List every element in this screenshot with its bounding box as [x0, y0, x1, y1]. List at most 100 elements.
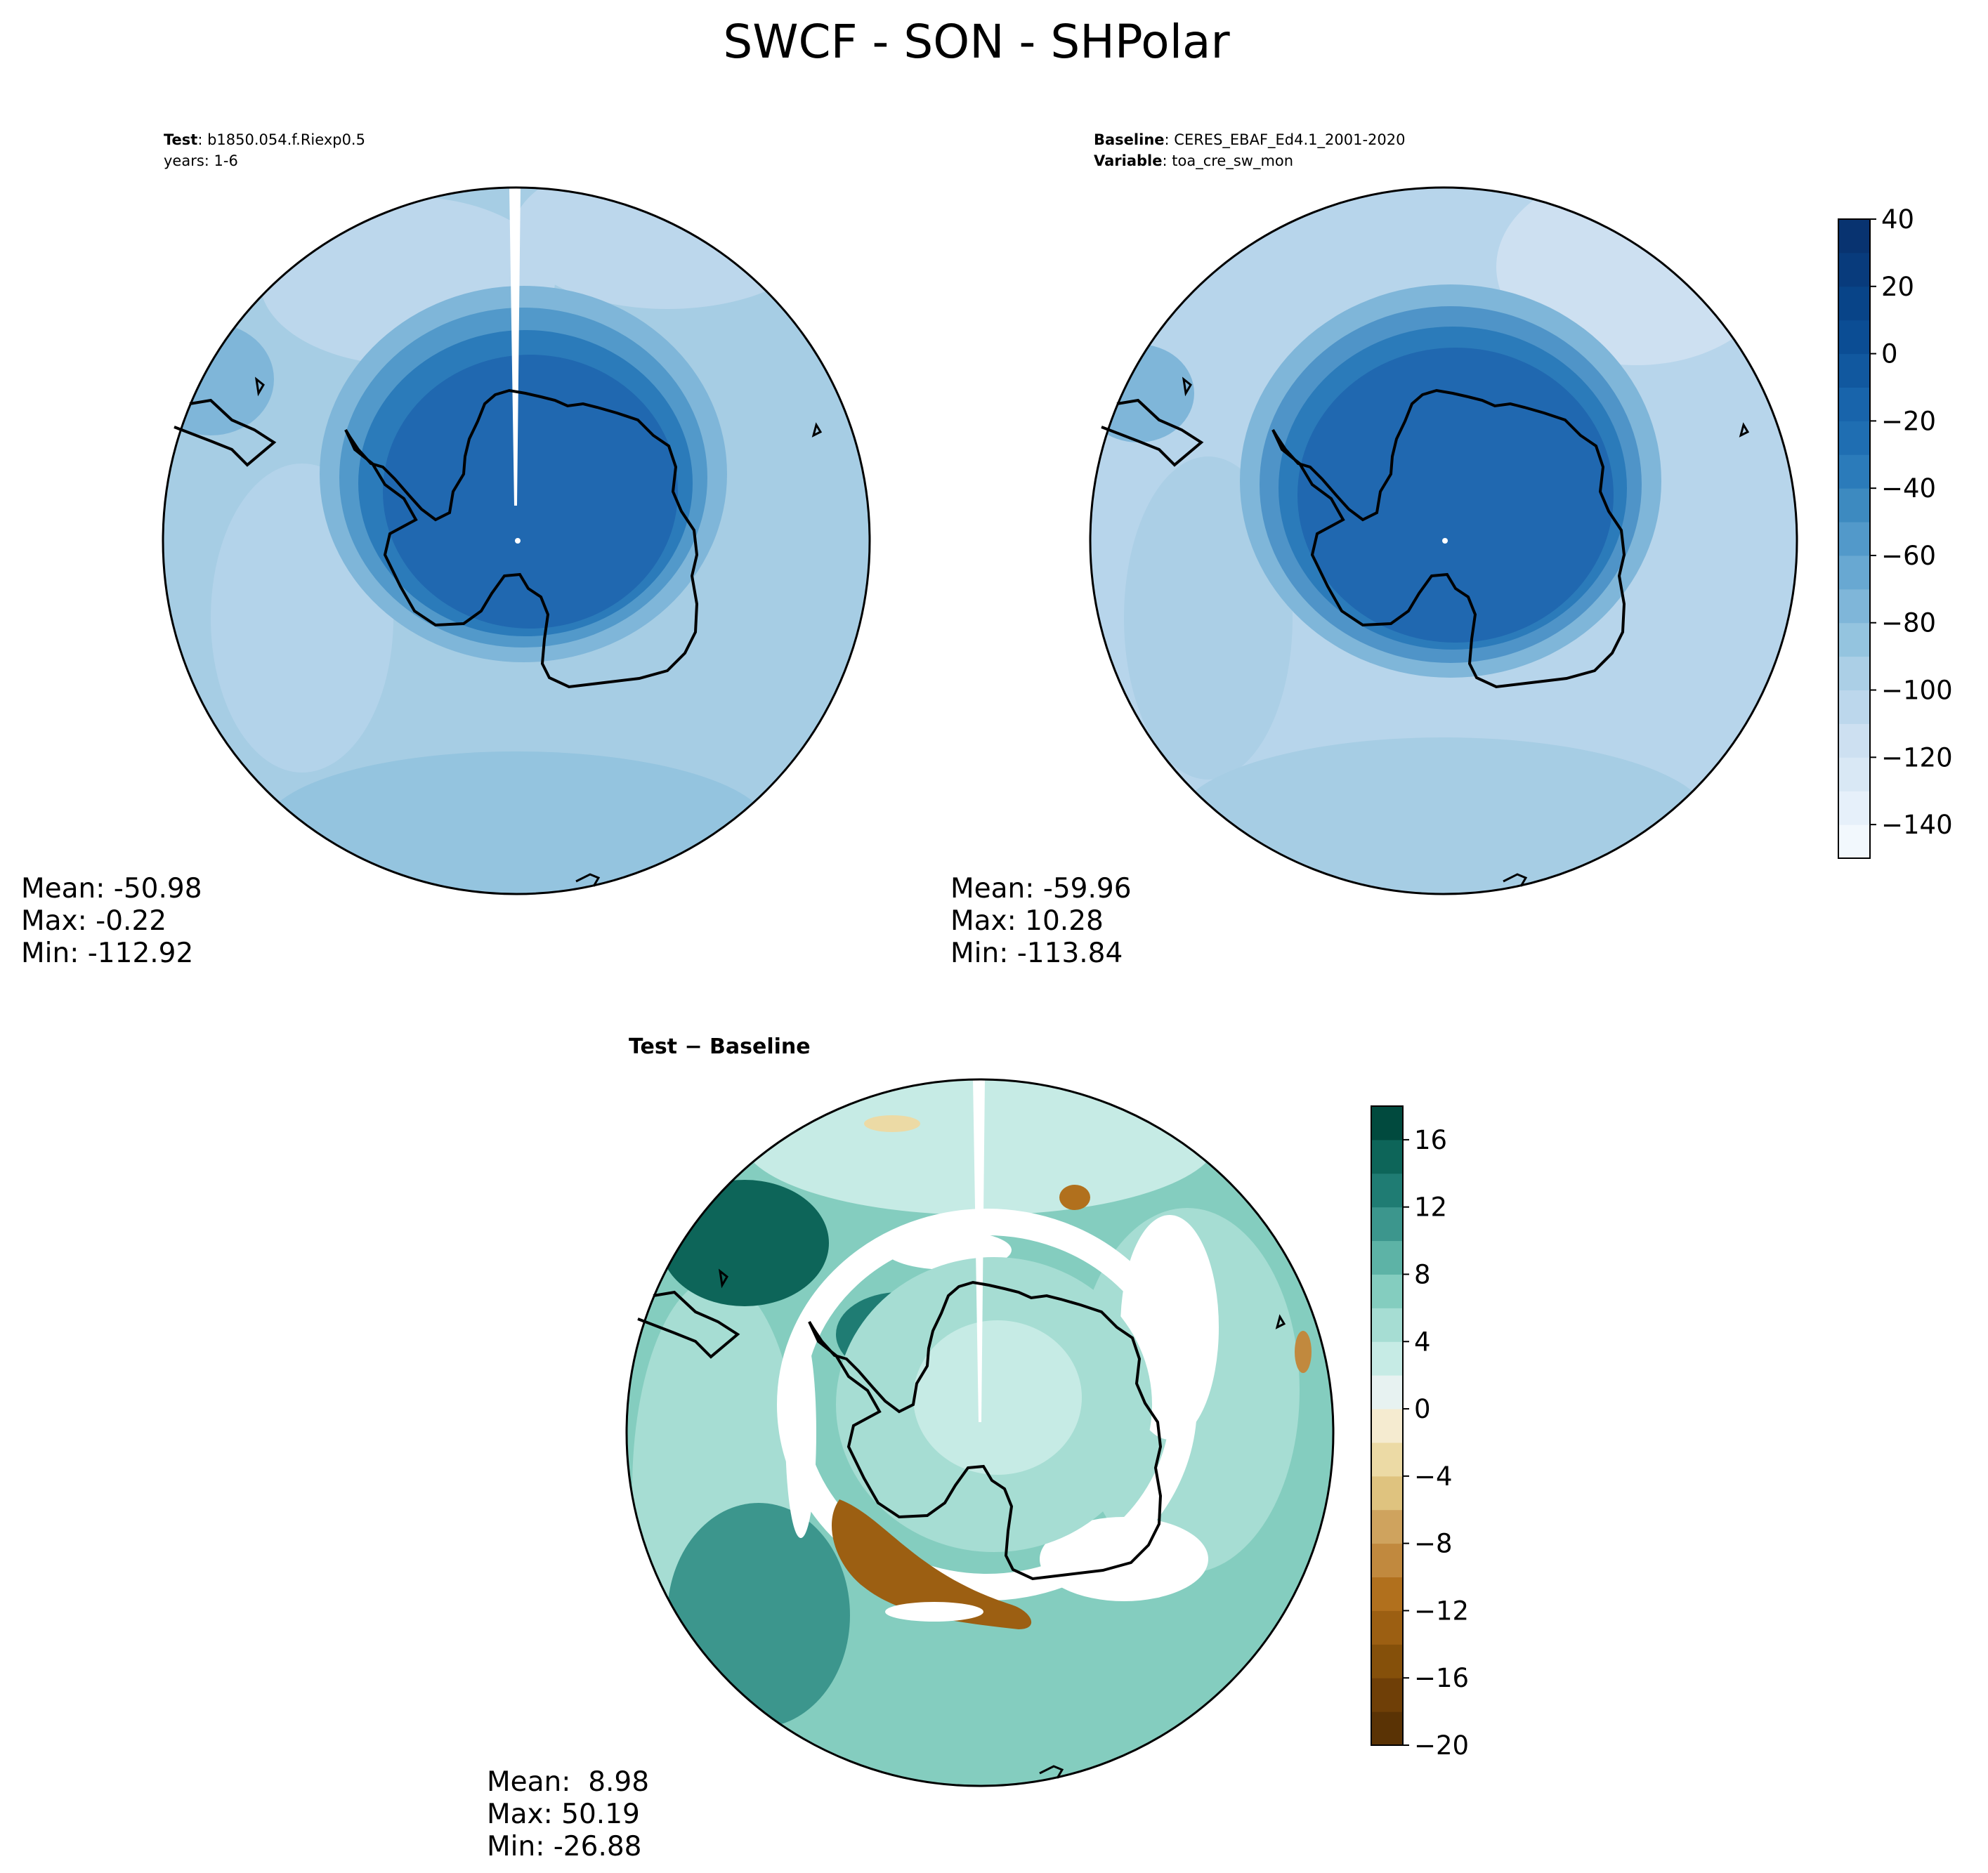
- colorbar-diff-segment: [1371, 1610, 1403, 1645]
- colorbar-main-tick-label: −120: [1881, 742, 1953, 773]
- colorbar-main-tick-label: −20: [1881, 406, 1936, 436]
- colorbar-main-segment: [1838, 757, 1870, 791]
- test-years: years: 1-6: [164, 152, 238, 169]
- diff-dark-patch: [667, 1503, 850, 1728]
- baseline-south-america-outline: [1101, 398, 1204, 467]
- test-missing-data-wedge: [509, 188, 521, 506]
- colorbar-main-tick-label: 0: [1881, 339, 1898, 369]
- colorbar-main-segment: [1838, 723, 1870, 758]
- colorbar-main-segment: [1838, 656, 1870, 691]
- colorbar-main-segment: [1838, 252, 1870, 287]
- colorbar-main-segment: [1838, 589, 1870, 624]
- test-stat-min: Min: -112.92: [21, 938, 193, 969]
- diff-missing-data-wedge: [973, 1079, 985, 1422]
- test-darker-band: [263, 751, 769, 894]
- diff-negative-band: [831, 1499, 1032, 1629]
- colorbar-main-segment: [1838, 690, 1870, 724]
- colorbar-main-tick-label: −140: [1881, 810, 1953, 840]
- colorbar-main-segment: [1838, 353, 1870, 388]
- colorbar-diff-segment: [1371, 1577, 1403, 1611]
- diff-map: [625, 1078, 1335, 1787]
- colorbar-main-segment: [1838, 622, 1870, 657]
- test-light-region: [513, 188, 822, 309]
- colorbar-main-segment: [1838, 488, 1870, 523]
- colorbar-diff-tick-label: −12: [1414, 1596, 1469, 1626]
- baseline-antarctica-outline: [1271, 388, 1626, 689]
- colorbar-diff-tick-label: −8: [1414, 1529, 1453, 1559]
- test-stats: Mean: -50.98 Max: -0.22 Min: -112.92: [21, 873, 202, 969]
- diff-negative-patch: [1059, 1185, 1090, 1210]
- colorbar-diff-segment: [1371, 1139, 1403, 1174]
- diff-stat-max: Max: 50.19: [487, 1799, 640, 1830]
- colorbar-main-tick-label: 40: [1881, 204, 1914, 235]
- diff-title: Test − Baseline: [629, 1034, 811, 1059]
- test-case-name: b1850.054.f.Riexp0.5: [207, 131, 365, 148]
- colorbar-diff-tick-label: 0: [1414, 1394, 1431, 1424]
- baseline-pole-marker: [1442, 538, 1448, 544]
- test-key: Test: [164, 131, 197, 148]
- test-darker-patch: [163, 323, 274, 435]
- colorbar-main-tick-label: 20: [1881, 272, 1914, 302]
- baseline-map: [1089, 186, 1798, 895]
- test-map-border: [162, 186, 871, 895]
- test-label-line1: Test: b1850.054.f.Riexp0.5: [164, 131, 365, 148]
- colorbar-main-segment: [1838, 387, 1870, 421]
- colorbar-diff-segment: [1371, 1308, 1403, 1342]
- diff-negative-patch: [864, 1115, 920, 1132]
- colorbar-diff-segment: [1371, 1476, 1403, 1511]
- colorbar-main-segment: [1838, 286, 1870, 321]
- colorbar-diff-segment: [1371, 1644, 1403, 1678]
- colorbar-main-segment: [1838, 454, 1870, 489]
- baseline-label-line2: Variable: toa_cre_sw_mon: [1094, 152, 1293, 170]
- diff-stat-mean: Mean: 8.98: [487, 1766, 649, 1798]
- diff-interior-light: [913, 1320, 1082, 1475]
- colorbar-diff-segment: [1371, 1375, 1403, 1409]
- test-island-outline: [254, 376, 823, 887]
- colorbar-main-segment: [1838, 555, 1870, 590]
- diff-map-border: [625, 1078, 1335, 1787]
- diff-island-outline: [718, 1268, 1286, 1779]
- test-stat-max: Max: -0.22: [21, 905, 166, 937]
- baseline-mid-band: [1177, 737, 1711, 894]
- colorbar-diff-tick-label: 8: [1414, 1259, 1431, 1289]
- colorbar-diff-segment: [1371, 1543, 1403, 1578]
- diff-stat-min: Min: -26.88: [487, 1831, 641, 1862]
- colorbar-diff-tick-label: 4: [1414, 1327, 1431, 1357]
- figure-title: SWCF - SON - SHPolar: [723, 15, 1230, 69]
- colorbar-diff-segment: [1371, 1409, 1403, 1443]
- colorbar-main-segment: [1838, 791, 1870, 825]
- colorbar-diff-segment: [1371, 1509, 1403, 1544]
- baseline-key: Baseline: [1094, 131, 1165, 148]
- variable-key: Variable: [1094, 152, 1162, 169]
- colorbar-diff-segment: [1371, 1442, 1403, 1477]
- test-antarctica-outline: [344, 388, 699, 689]
- test-map: [162, 186, 871, 895]
- diff-masked-area: [885, 1602, 983, 1622]
- colorbar-diff-segment: [1371, 1240, 1403, 1275]
- colorbar-diff-tick-label: −20: [1414, 1730, 1469, 1761]
- baseline-stat-min: Min: -113.84: [950, 938, 1123, 969]
- test-south-america-outline: [174, 398, 277, 467]
- colorbar-diff-segment: [1371, 1207, 1403, 1242]
- diff-masked-area: [1040, 1517, 1208, 1601]
- diff-dark-patch: [660, 1180, 829, 1306]
- colorbar-main-segment: [1838, 219, 1870, 254]
- colorbar-diff-segment: [1371, 1711, 1403, 1746]
- baseline-map-border: [1089, 186, 1798, 895]
- baseline-stat-max: Max: 10.28: [950, 905, 1104, 937]
- colorbar-diff-segment: [1371, 1106, 1403, 1141]
- colorbar-main: 40 20 0 −20 −40 −60 −80 −100 −120 −140: [1838, 204, 1953, 859]
- colorbar-main-tick-label: −100: [1881, 676, 1953, 706]
- colorbar-main-tick-label: −80: [1881, 608, 1936, 638]
- diff-masked-area: [785, 1327, 816, 1538]
- colorbar-diff-segment: [1371, 1274, 1403, 1308]
- diff-south-america-outline: [637, 1290, 740, 1359]
- colorbar-diff-segment: [1371, 1341, 1403, 1376]
- baseline-stats: Mean: -59.96 Max: 10.28 Min: -113.84: [950, 873, 1132, 969]
- colorbar-diff-frame: [1371, 1105, 1404, 1746]
- colorbar-main-tick-label: −60: [1881, 541, 1936, 571]
- baseline-dataset-name: CERES_EBAF_Ed4.1_2001-2020: [1174, 131, 1405, 149]
- colorbar-diff: 16 12 8 4 0 −4 −8 −12 −16 −20: [1371, 1105, 1469, 1761]
- baseline-stat-mean: Mean: -59.96: [950, 873, 1132, 905]
